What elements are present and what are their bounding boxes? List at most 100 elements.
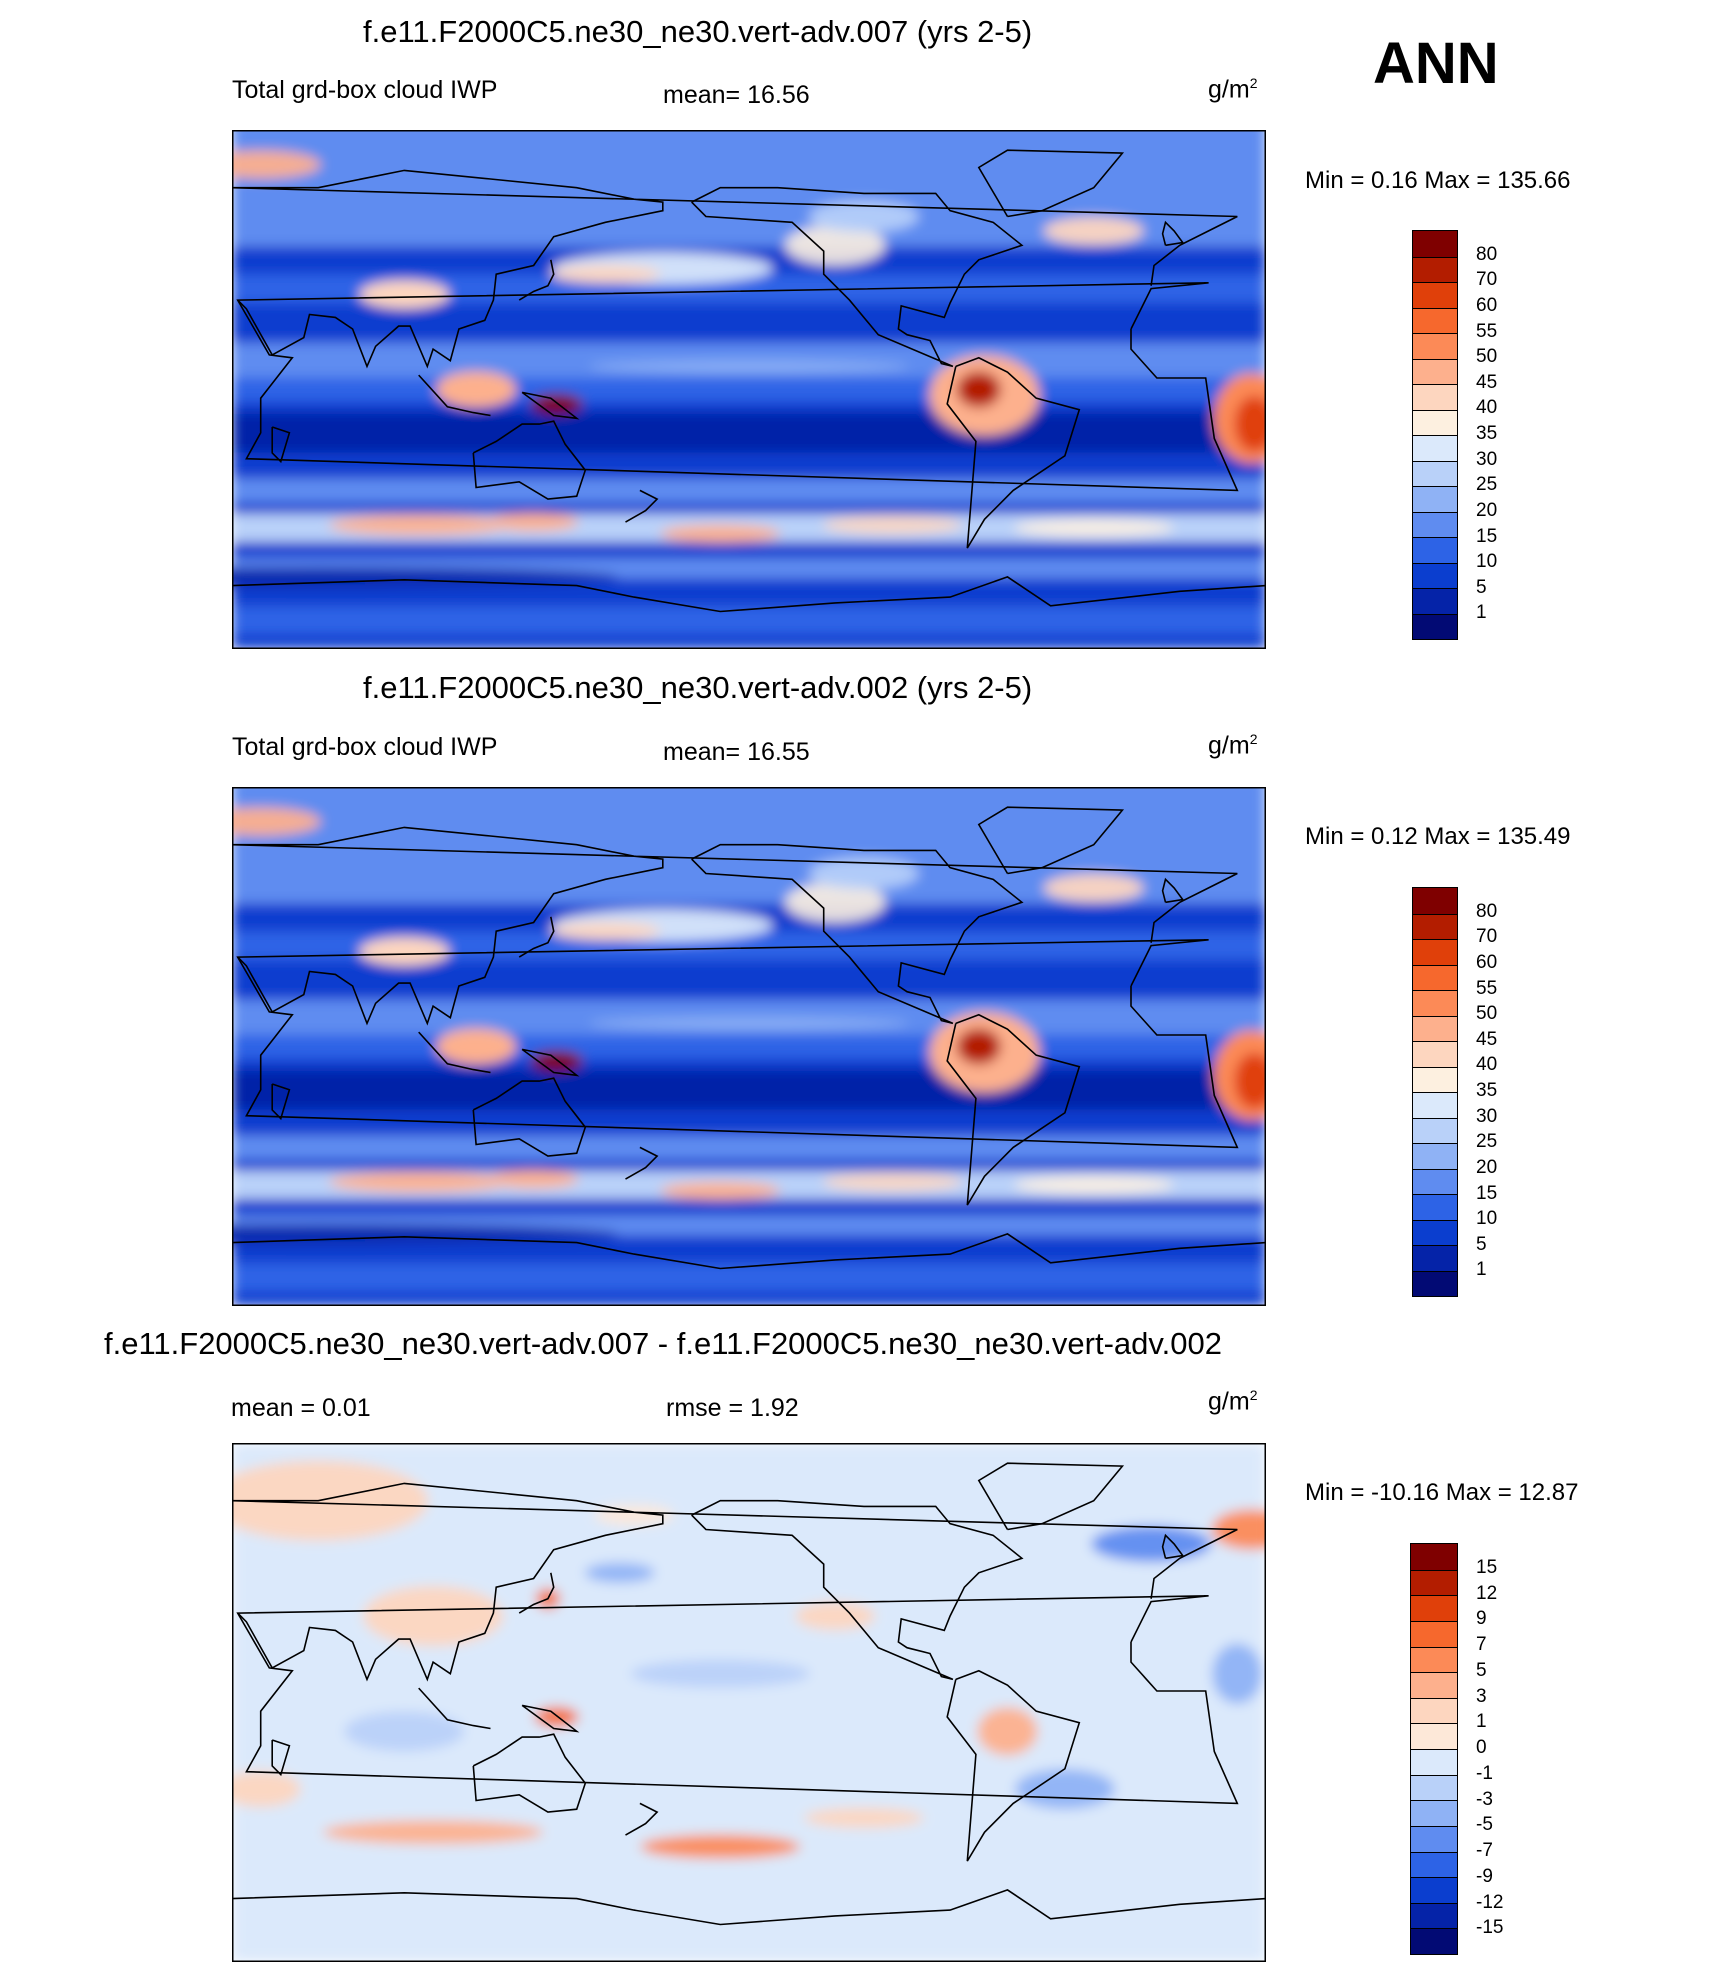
coastline	[236, 1595, 1239, 1805]
colorbar-swatch	[1413, 358, 1457, 384]
field-contour-patch	[956, 371, 1001, 408]
field-contour-patch	[488, 513, 579, 532]
colorbar-tick-label: 1	[1476, 1259, 1487, 1281]
coastline	[691, 1499, 1024, 1681]
colorbar-tick-label: 80	[1476, 900, 1498, 922]
colorbar-tick-label: 5	[1476, 1659, 1487, 1681]
colorbar-tick-label: 7	[1476, 1634, 1487, 1655]
field-contour-patch	[785, 225, 886, 266]
coastline	[236, 939, 1239, 1149]
colorbar-swatch	[1413, 256, 1457, 282]
panel-2-units: g/m2	[1208, 731, 1258, 760]
field-contour-patch	[584, 1562, 655, 1583]
colorbar-tick-label: -15	[1476, 1917, 1504, 1939]
field-band	[232, 1135, 1266, 1160]
colorbar-swatch	[1413, 1092, 1457, 1118]
colorbar-swatch	[1413, 1117, 1457, 1143]
colorbar-tick-label: -7	[1476, 1840, 1493, 1861]
colorbar-swatch	[1413, 1270, 1457, 1296]
colorbar-tick-label: 40	[1476, 397, 1498, 419]
panel-1-minmax: Min = 0.16 Max = 135.66	[1305, 167, 1571, 194]
colorbar-tick-label: 20	[1476, 499, 1498, 521]
colorbar-swatch	[1411, 1595, 1457, 1621]
field-contour-patch	[328, 515, 509, 536]
colorbar-swatch	[1411, 1800, 1457, 1826]
colorbar-swatch	[1413, 1194, 1457, 1220]
field-band	[232, 1034, 1266, 1059]
coastline	[271, 1739, 291, 1777]
field-contour-patch	[1014, 1769, 1115, 1809]
colorbar-tick-label: 9	[1476, 1608, 1487, 1630]
colorbar-swatch	[1413, 613, 1457, 639]
field-contour-patch	[1091, 1525, 1212, 1562]
field-contour-patch	[808, 200, 919, 233]
colorbar-swatch	[1411, 1928, 1457, 1954]
colorbar-tick-label: 70	[1476, 926, 1498, 948]
coastline	[691, 843, 1024, 1025]
coastline	[232, 1889, 1266, 1926]
colorbar-tick-label: 30	[1476, 1105, 1498, 1127]
colorbar-tick-label: 12	[1476, 1582, 1498, 1604]
panel-3-mean-label: mean = 0.01	[231, 1394, 371, 1422]
field-contour-patch	[630, 1659, 811, 1688]
field-band	[232, 1069, 1266, 1110]
coastline	[625, 1146, 659, 1180]
panel-1-title: f.e11.F2000C5.ne30_ne30.vert-adv.007 (yr…	[363, 14, 1033, 49]
panel-1-map	[232, 130, 1266, 649]
colorbar-swatch	[1413, 964, 1457, 990]
colorbar-tick-label: 45	[1476, 371, 1498, 393]
colorbar-swatch	[1411, 1851, 1457, 1878]
colorbar-swatch	[1413, 1143, 1457, 1169]
colorbar-tick-label: -3	[1476, 1788, 1493, 1810]
colorbar-swatch	[1411, 1697, 1457, 1724]
coastline	[472, 420, 587, 500]
colorbar-swatch	[1411, 1723, 1457, 1749]
coastline	[418, 1687, 491, 1730]
colorbar-tick-label: -12	[1476, 1891, 1504, 1913]
colorbar-swatch	[1413, 1245, 1457, 1271]
coastline	[521, 1704, 580, 1733]
season-label: ANN	[1373, 31, 1499, 96]
coastline	[625, 1802, 659, 1836]
field-contour-patch	[792, 1474, 993, 1499]
colorbar-tick-label: 55	[1476, 977, 1498, 999]
field-contour-patch	[436, 371, 517, 408]
field-contour-patch	[323, 1820, 544, 1845]
colorbar-swatch	[1413, 537, 1457, 563]
field-contour-patch	[803, 1807, 924, 1828]
coastline	[1161, 220, 1185, 247]
coastline	[232, 1233, 1266, 1270]
coastline	[472, 1077, 587, 1157]
colorbar-tick-label: 60	[1476, 294, 1498, 316]
field-contour-patch	[594, 1505, 675, 1526]
field-contour-patch	[660, 1181, 781, 1200]
colorbar-swatch	[1413, 1066, 1457, 1092]
colorbar-swatch	[1413, 511, 1457, 537]
field-band	[232, 606, 1266, 635]
panel-1-units: g/m2	[1208, 75, 1258, 104]
colorbar-swatch	[1413, 307, 1457, 333]
colorbar-tick-label: 25	[1476, 1131, 1498, 1153]
colorbar-swatch	[1411, 1749, 1457, 1775]
colorbar-swatch	[1413, 384, 1457, 410]
coastline	[518, 1572, 555, 1614]
colorbar-tick-label: 40	[1476, 1054, 1498, 1076]
coastline	[521, 1048, 580, 1077]
field-contour-patch	[808, 857, 919, 890]
coastline	[1161, 877, 1185, 904]
colorbar-tick-label: 10	[1476, 551, 1498, 573]
field-contour-patch	[1234, 1053, 1266, 1110]
colorbar-tick-label: 15	[1476, 1182, 1498, 1204]
field-band	[232, 412, 1266, 453]
coastline	[977, 806, 1125, 875]
colorbar-swatch	[1413, 282, 1457, 308]
colorbar-tick-label: 15	[1476, 525, 1498, 547]
colorbar-tick-label: -5	[1476, 1814, 1493, 1836]
field-band	[232, 478, 1266, 503]
field-band	[232, 1263, 1266, 1292]
colorbar-tick-label: 50	[1476, 1003, 1498, 1025]
panel-3-rmse-label: rmse = 1.92	[666, 1394, 799, 1422]
field-contour-patch	[1043, 216, 1144, 245]
coastline	[521, 391, 580, 420]
coastline	[946, 1669, 1081, 1862]
